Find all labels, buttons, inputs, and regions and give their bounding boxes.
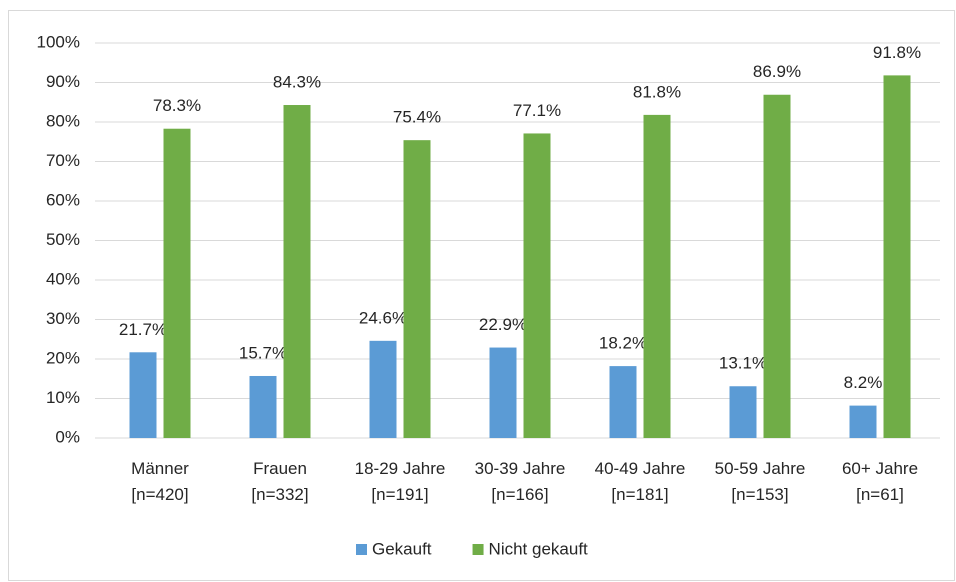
bar — [883, 75, 911, 438]
data-label: 18.2% — [599, 334, 647, 353]
x-tick-label: 30-39 Jahre [n=166] — [475, 459, 566, 504]
y-tick-label: 40% — [46, 269, 80, 288]
bar — [403, 140, 431, 439]
x-tick-label: Männer [n=420] — [131, 459, 189, 504]
data-label: 21.7% — [119, 320, 167, 339]
y-tick-label: 30% — [46, 309, 80, 328]
data-label: 75.4% — [393, 108, 441, 127]
data-label: 15.7% — [239, 343, 287, 362]
data-label: 22.9% — [479, 315, 527, 334]
x-tick-label-line: [n=420] — [131, 485, 188, 504]
x-tick-label-line: 50-59 Jahre — [715, 459, 806, 478]
legend-label: Nicht gekauft — [489, 539, 588, 558]
y-tick-label: 60% — [46, 190, 80, 209]
y-tick-label: 80% — [46, 111, 80, 130]
data-label: 78.3% — [153, 96, 201, 115]
y-tick-label: 70% — [46, 151, 80, 170]
bar — [163, 128, 191, 438]
x-tick-label-line: [n=153] — [731, 485, 788, 504]
bar — [729, 386, 757, 438]
y-tick-label: 0% — [55, 427, 80, 446]
x-tick-label-line: [n=332] — [251, 485, 308, 504]
y-tick-label: 90% — [46, 72, 80, 91]
x-tick-label-line: Frauen — [253, 459, 307, 478]
x-tick-label: 50-59 Jahre [n=153] — [715, 459, 806, 504]
bar — [523, 133, 551, 438]
x-tick-label: 40-49 Jahre [n=181] — [595, 459, 686, 504]
x-tick-label-line: Männer — [131, 459, 189, 478]
x-tick-label-line: [n=166] — [491, 485, 548, 504]
bar — [249, 375, 277, 438]
data-label: 77.1% — [513, 101, 561, 120]
bar — [489, 347, 517, 438]
bar — [763, 94, 791, 439]
y-tick-label: 50% — [46, 230, 80, 249]
bar — [369, 340, 397, 438]
data-label: 84.3% — [273, 72, 321, 91]
legend-swatch — [472, 544, 484, 555]
x-tick-label: Frauen [n=332] — [251, 459, 308, 504]
x-tick-label-line: [n=61] — [856, 485, 904, 504]
y-tick-label: 10% — [46, 388, 80, 407]
data-label: 86.9% — [753, 62, 801, 81]
x-tick-label: 60+ Jahre [n=61] — [842, 459, 918, 504]
bar — [129, 352, 157, 438]
data-label: 8.2% — [844, 373, 883, 392]
bar — [283, 105, 311, 438]
data-label: 13.1% — [719, 354, 767, 373]
data-label: 81.8% — [633, 82, 681, 101]
data-label: 24.6% — [359, 308, 407, 327]
x-tick-label-line: 18-29 Jahre — [355, 459, 446, 478]
x-tick-label-line: 40-49 Jahre — [595, 459, 686, 478]
legend-swatch — [356, 544, 367, 555]
y-tick-label: 20% — [46, 348, 80, 367]
x-tick-label-line: 30-39 Jahre — [475, 459, 566, 478]
data-label: 91.8% — [873, 43, 921, 62]
bar — [643, 114, 671, 438]
x-tick-label-line: 60+ Jahre — [842, 459, 918, 478]
y-tick-label: 100% — [37, 32, 80, 51]
x-tick-label: 18-29 Jahre [n=191] — [355, 459, 446, 504]
bar — [849, 405, 877, 438]
x-tick-label-line: [n=191] — [371, 485, 428, 504]
legend-label: Gekauft — [372, 539, 432, 558]
bar — [609, 366, 637, 438]
x-tick-label-line: [n=181] — [611, 485, 668, 504]
